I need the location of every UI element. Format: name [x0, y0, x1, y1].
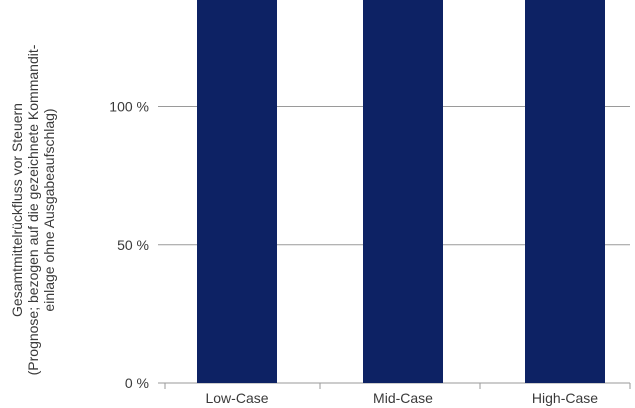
y-tick-labels: 0 %50 %100 %150 %200 %250 % — [109, 0, 149, 391]
x-tick-label: Mid-Case — [373, 390, 433, 406]
bar-low-case — [197, 0, 277, 383]
y-tick-label: 100 % — [109, 99, 149, 115]
bars — [197, 0, 605, 383]
y-tick-label: 0 % — [125, 375, 149, 391]
y-axis-label-line: Gesamtmittelrückfluss vor Steuern — [9, 103, 25, 317]
x-tick-label: Low-Case — [205, 390, 268, 406]
y-tick-label: 50 % — [117, 237, 149, 253]
y-axis-label-line: einlage ohne Ausgabeaufschlag) — [41, 108, 57, 311]
bar-high-case — [525, 0, 605, 383]
y-axis-label: Gesamtmittelrückfluss vor Steuern (Progno… — [9, 44, 57, 375]
bar-mid-case — [363, 0, 443, 383]
x-tick-label: High-Case — [532, 390, 598, 406]
y-axis-label-line: (Prognose; bezogen auf die gezeichnete K… — [25, 44, 41, 375]
x-tick-labels: Low-Case Mid-Case High-Case — [205, 390, 598, 406]
